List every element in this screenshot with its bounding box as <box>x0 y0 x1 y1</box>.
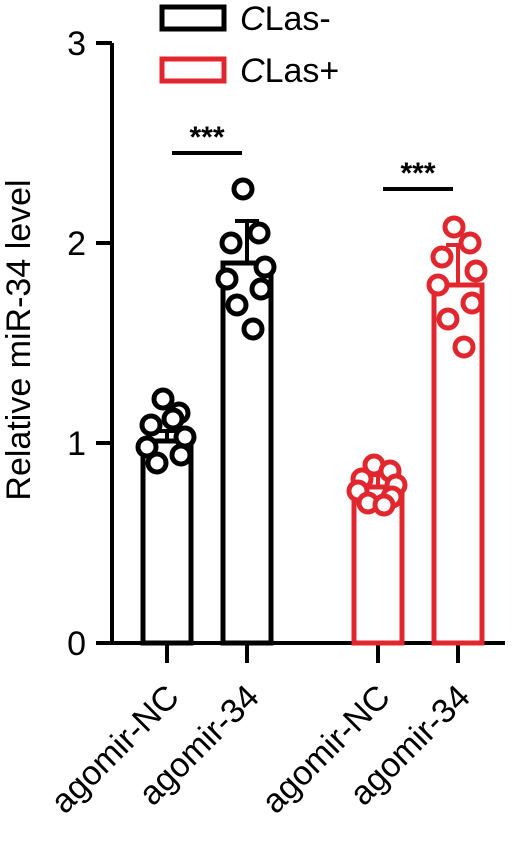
data-point <box>139 413 163 437</box>
data-point <box>135 435 159 459</box>
y-tick-label: 2 <box>67 225 86 263</box>
data-point <box>151 387 175 411</box>
legend-label: CLas- <box>240 0 331 38</box>
legend: CLas- CLas+ <box>159 0 339 90</box>
data-point <box>215 267 239 291</box>
data-point <box>464 259 488 283</box>
y-tick-label: 1 <box>67 425 86 463</box>
data-point <box>436 307 460 331</box>
data-point <box>173 425 197 449</box>
y-tick-label: 3 <box>67 25 86 63</box>
data-point <box>247 221 271 245</box>
data-point <box>161 407 185 431</box>
data-point <box>231 177 255 201</box>
data-point <box>225 293 249 317</box>
significance-label: *** <box>400 157 435 190</box>
data-point <box>452 335 476 359</box>
data-point <box>426 273 450 297</box>
data-points <box>135 177 488 517</box>
data-point <box>219 231 243 255</box>
data-point <box>169 443 193 467</box>
data-point <box>460 291 484 315</box>
significance-label: *** <box>189 121 224 154</box>
significance-markers: *** *** <box>172 121 453 191</box>
legend-swatch <box>159 56 227 84</box>
legend-swatch <box>159 4 227 32</box>
data-point <box>253 255 277 279</box>
data-point <box>249 277 273 301</box>
data-point <box>430 245 454 269</box>
data-point <box>458 231 482 255</box>
data-point <box>145 451 169 475</box>
data-point <box>241 317 265 341</box>
legend-label: CLas+ <box>240 52 339 90</box>
data-point <box>372 493 396 517</box>
y-axis-label: Relative miR-34 level <box>0 179 38 500</box>
y-tick-label: 0 <box>67 625 86 663</box>
data-point <box>442 215 466 239</box>
